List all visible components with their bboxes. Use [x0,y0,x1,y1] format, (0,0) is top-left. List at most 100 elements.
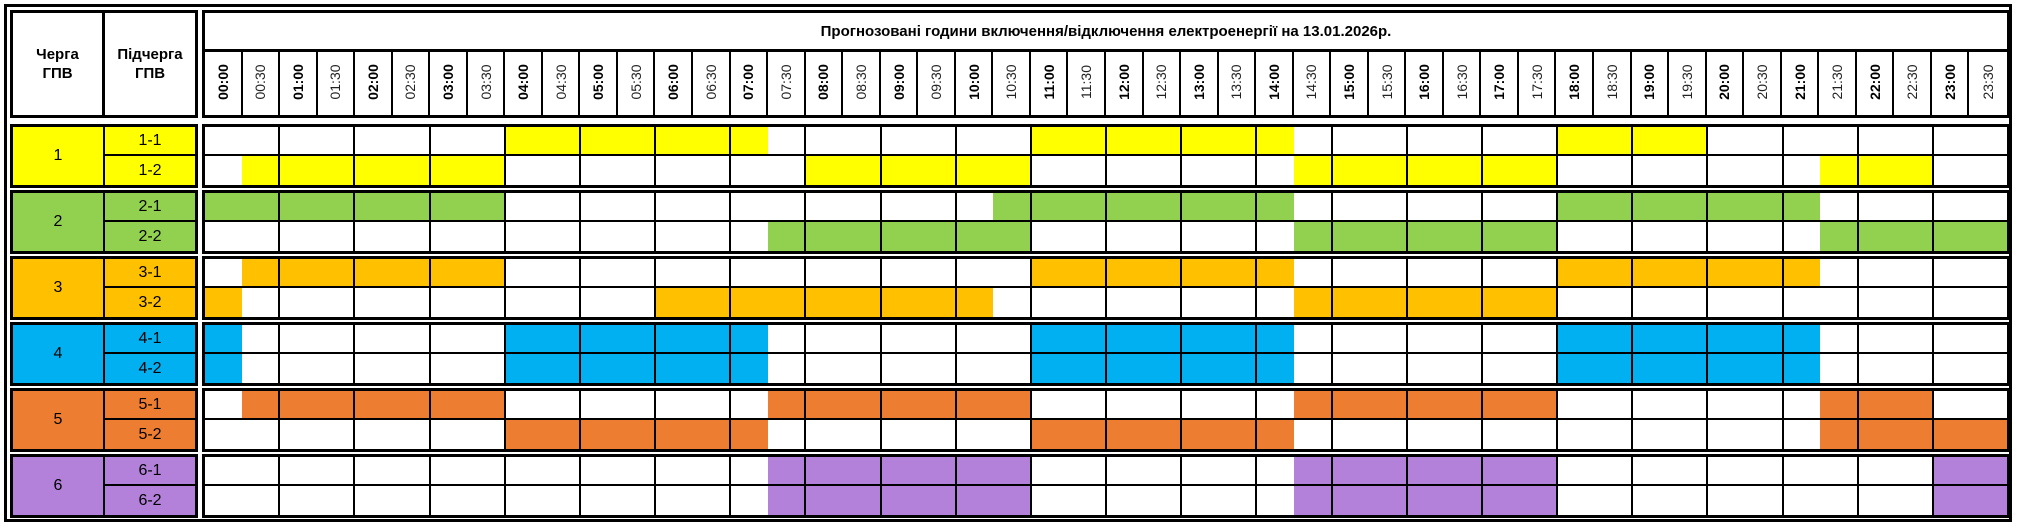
hour-cell [1558,486,1634,515]
outage-slot [1594,325,1632,352]
power-slot [1333,420,1370,449]
hour-cell [1483,127,1559,154]
power-slot [957,354,994,383]
power-slot [1558,222,1595,251]
hour-cell [1257,222,1333,251]
hour-cell [957,420,1032,449]
subqueue-label: 5-2 [138,425,162,443]
power-slot [1294,420,1331,449]
power-slot [1294,259,1331,286]
hour-cell [1783,325,1859,352]
hour-cell [806,222,882,251]
outage-slot [1143,193,1181,220]
power-slot [506,259,543,286]
time-column-header: 06:30 [693,49,731,115]
hour-cell [1182,193,1258,220]
outage-slot [430,156,468,185]
hour-cell [505,325,581,352]
outage-slot [1669,354,1707,383]
power-slot [392,325,429,352]
time-column-header: 00:30 [243,49,281,115]
power-slot [843,354,880,383]
outage-slot [1294,391,1331,418]
hour-cell [956,391,1032,418]
queue-number: 4 [13,325,105,383]
power-slot [392,420,429,449]
power-slot [1032,156,1069,185]
power-slot [1107,222,1144,251]
hour-cell [1408,193,1483,220]
power-slot [768,127,805,154]
power-slot [1520,354,1557,383]
hour-cell [956,288,1032,317]
time-label: 10:30 [1003,64,1020,100]
power-slot [1859,325,1896,352]
outage-slot [1369,391,1406,418]
hour-cell [355,420,431,449]
subqueue-label: 6-2 [138,491,162,509]
power-slot [693,193,730,220]
outage-slot [1594,259,1632,286]
outage-slot [1633,325,1670,352]
power-slot [843,193,880,220]
power-slot [1895,457,1932,484]
outage-slot [918,288,955,317]
time-column-header: 14:00 [1256,49,1294,115]
hour-cell [1332,222,1408,251]
outage-slot [241,259,279,286]
power-slot [205,486,242,515]
hour-cell [355,222,431,251]
power-slot [1144,156,1181,185]
power-slot [1068,391,1105,418]
hour-cell [1934,288,2007,317]
power-slot [1708,391,1745,418]
power-slot [768,156,805,185]
power-slot [355,457,392,484]
hour-cell [581,391,657,418]
outage-slot [617,420,655,449]
power-slot [1595,156,1632,185]
hour-cell [1107,486,1183,515]
queue-schedule-grid-6 [202,454,2010,518]
time-column-header: 13:00 [1181,49,1219,115]
outage-slot [1143,325,1181,352]
time-column-header: 23:00 [1932,49,1970,115]
hour-cell [1558,156,1634,185]
outage-slot [1068,127,1106,154]
hour-cell [1107,156,1183,185]
power-slot [392,288,429,317]
power-slot [1859,193,1896,220]
power-slot [1068,156,1105,185]
schedule-row-2-2 [205,222,2008,251]
outage-slot [842,486,880,515]
power-slot [280,288,317,317]
time-label: 14:00 [1265,64,1282,100]
time-label: 12:30 [1153,64,1170,100]
hour-cell [280,486,356,515]
hour-cell [431,325,506,352]
power-slot [1408,420,1445,449]
hour-cell [580,325,657,352]
hour-cell [1107,288,1183,317]
hour-cell [1633,127,1709,154]
hour-cell [1333,259,1408,286]
time-column-header: 18:00 [1557,49,1595,115]
hour-cell [882,193,957,220]
hour-cell [205,457,281,484]
outage-slot [1970,486,2008,515]
power-slot [1333,127,1370,154]
outage-slot [1407,391,1445,418]
queue-schedule-grid-4 [202,322,2010,386]
hour-cell [1032,156,1108,185]
power-slot [1257,288,1294,317]
time-label: 16:00 [1416,64,1433,100]
power-slot [355,420,392,449]
hour-cell [1107,420,1183,449]
power-slot [1820,193,1857,220]
power-slot [1107,486,1144,515]
time-label: 13:00 [1190,64,1207,100]
outage-slot [1218,193,1256,220]
power-slot [205,391,242,418]
power-slot [1032,391,1069,418]
time-column-header: 04:30 [543,49,581,115]
